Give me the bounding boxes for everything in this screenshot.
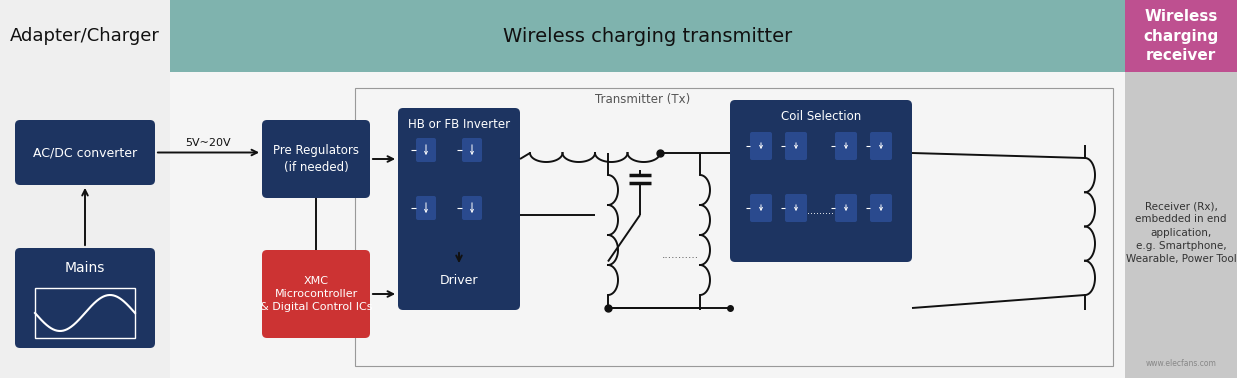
FancyBboxPatch shape xyxy=(730,100,912,262)
FancyBboxPatch shape xyxy=(785,194,807,222)
FancyBboxPatch shape xyxy=(750,194,772,222)
Text: www.elecfans.com: www.elecfans.com xyxy=(1145,358,1216,367)
Text: Adapter/Charger: Adapter/Charger xyxy=(10,27,160,45)
FancyBboxPatch shape xyxy=(15,248,155,348)
FancyBboxPatch shape xyxy=(870,132,892,160)
FancyBboxPatch shape xyxy=(835,132,857,160)
Text: Receiver (Rx),
embedded in end
application,
e.g. Smartphone,
Wearable, Power Too: Receiver (Rx), embedded in end applicati… xyxy=(1126,201,1236,264)
FancyBboxPatch shape xyxy=(262,120,370,198)
FancyBboxPatch shape xyxy=(835,194,857,222)
FancyBboxPatch shape xyxy=(750,132,772,160)
FancyBboxPatch shape xyxy=(262,250,370,338)
Bar xyxy=(1124,72,1237,378)
Text: AC/DC converter: AC/DC converter xyxy=(33,146,137,159)
Text: Coil Selection: Coil Selection xyxy=(781,110,861,122)
FancyBboxPatch shape xyxy=(398,250,520,310)
FancyBboxPatch shape xyxy=(870,194,892,222)
Text: Mains: Mains xyxy=(64,261,105,275)
Text: Driver: Driver xyxy=(439,274,479,287)
FancyBboxPatch shape xyxy=(1124,97,1237,368)
FancyBboxPatch shape xyxy=(461,138,482,162)
FancyBboxPatch shape xyxy=(398,108,520,266)
FancyBboxPatch shape xyxy=(785,132,807,160)
Text: XMC
Microcontroller
& Digital Control ICs: XMC Microcontroller & Digital Control IC… xyxy=(260,276,372,312)
Bar xyxy=(0,0,169,378)
Bar xyxy=(1124,0,1237,72)
Text: Wireless
charging
receiver: Wireless charging receiver xyxy=(1143,9,1218,63)
FancyBboxPatch shape xyxy=(416,196,435,220)
Text: .........: ......... xyxy=(808,206,835,216)
Text: HB or FB Inverter: HB or FB Inverter xyxy=(408,118,510,130)
FancyBboxPatch shape xyxy=(15,120,155,185)
Text: Pre Regulators
(if needed): Pre Regulators (if needed) xyxy=(273,144,359,174)
Bar xyxy=(35,288,135,338)
Bar xyxy=(355,88,1113,366)
Bar xyxy=(169,0,1124,72)
Text: Transmitter (Tx): Transmitter (Tx) xyxy=(595,93,690,107)
Text: ...........: ........... xyxy=(662,250,699,260)
FancyBboxPatch shape xyxy=(461,196,482,220)
Text: 5V~20V: 5V~20V xyxy=(186,138,231,147)
Bar xyxy=(169,72,1124,378)
FancyBboxPatch shape xyxy=(416,138,435,162)
Text: Wireless charging transmitter: Wireless charging transmitter xyxy=(503,26,792,45)
